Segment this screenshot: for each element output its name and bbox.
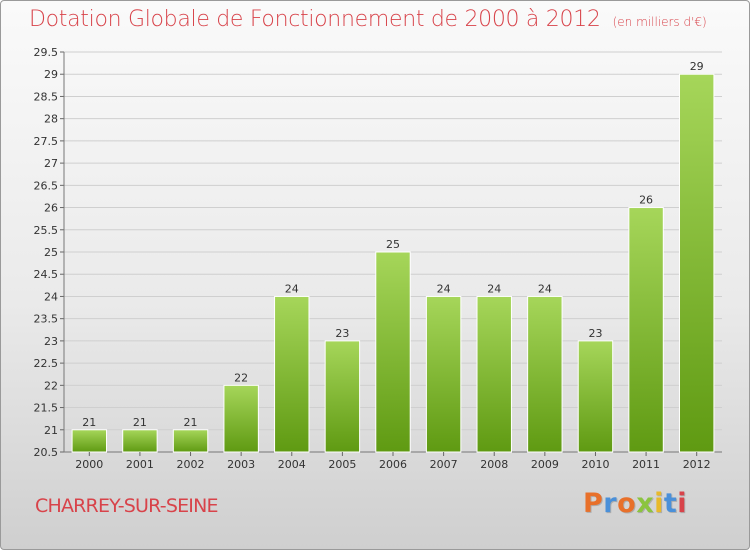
bar-2010: [577, 340, 614, 453]
bar-2011: [628, 207, 664, 453]
y-tick-label: 24: [44, 290, 58, 303]
y-tick-label: 28: [44, 113, 58, 126]
y-tick-label: 26: [44, 202, 58, 215]
y-tick-label: 27.5: [34, 135, 59, 148]
x-tick-label: 2002: [177, 458, 205, 471]
data-label-2011: 26: [639, 194, 653, 207]
y-tick-label: 26.5: [34, 179, 59, 192]
data-label-2010: 23: [588, 327, 602, 340]
bar-2008: [476, 295, 512, 453]
data-label-2012: 29: [690, 60, 704, 73]
bar-2004: [274, 295, 310, 453]
y-tick-label: 21.5: [34, 402, 59, 415]
x-tick-label: 2009: [531, 458, 559, 471]
y-tick-label: 23: [44, 335, 58, 348]
bar-2009: [527, 295, 563, 453]
bar-2000: [71, 429, 108, 453]
x-tick-label: 2007: [430, 458, 458, 471]
data-label-2001: 21: [133, 416, 147, 429]
data-label-2003: 22: [234, 371, 248, 384]
logo-letter: i: [654, 488, 664, 519]
data-label-2007: 24: [437, 282, 451, 295]
x-tick-label: 2010: [581, 458, 609, 471]
data-label-2002: 21: [184, 416, 198, 429]
x-tick-labels: 2000 2001 2002 2003 2004 2005 2006 2007 2008 2009…: [75, 452, 711, 471]
data-label-2004: 24: [285, 282, 299, 295]
logo-letter: t: [663, 488, 678, 519]
y-tick-label: 28.5: [34, 90, 59, 103]
y-tick-label: 22: [44, 379, 58, 392]
data-label-2005: 23: [335, 327, 349, 340]
bar-2003: [223, 384, 259, 453]
x-tick-label: 2008: [480, 458, 508, 471]
y-tick-label: 23.5: [34, 313, 59, 326]
bars: [71, 73, 715, 453]
bar-2007: [425, 295, 462, 453]
x-tick-label: 2000: [75, 458, 103, 471]
y-tick-label: 25.5: [34, 224, 59, 237]
y-tick-label: 22.5: [34, 357, 59, 370]
bar-2005: [324, 340, 361, 453]
y-tick-label: 27: [44, 157, 58, 170]
y-tick-label: 29: [44, 68, 58, 81]
y-tick-label: 21: [44, 424, 58, 437]
logo-letter: x: [636, 488, 655, 519]
logo-letter: P: [583, 488, 604, 519]
y-tick-labels: 20.5 21 21.5 22 22.5 23 23.5 24 24.5 25 25.5 26 26.5…: [34, 46, 59, 459]
logo-letter: o: [617, 488, 637, 519]
x-tick-label: 2012: [683, 458, 711, 471]
commune-name: CHARREY-SUR-SEINE: [35, 495, 219, 517]
x-tick-label: 2001: [126, 458, 154, 471]
data-labels: 21 21 21 22 24 23 25 24 24 24 23 26 29: [82, 60, 703, 429]
data-label-2008: 24: [487, 282, 501, 295]
bar-2002: [172, 429, 209, 453]
data-label-2006: 25: [386, 238, 400, 251]
x-tick-label: 2006: [379, 458, 407, 471]
data-label-2000: 21: [82, 416, 96, 429]
x-tick-label: 2005: [328, 458, 356, 471]
proxiti-logo[interactable]: Proxiti: [583, 488, 687, 519]
x-tick-label: 2004: [278, 458, 306, 471]
chart-title-text: Dotation Globale de Fonctionnement de 20…: [29, 7, 601, 32]
bar-2001: [122, 429, 158, 453]
data-label-2009: 24: [538, 282, 552, 295]
bar-2012: [678, 73, 715, 453]
logo-letter: i: [677, 488, 688, 519]
chart-title: Dotation Globale de Fonctionnement de 20…: [29, 7, 729, 32]
logo-letter: r: [603, 488, 618, 519]
x-tick-label: 2003: [227, 458, 255, 471]
bar-2006: [375, 251, 411, 453]
y-tick-label: 29.5: [34, 46, 59, 59]
x-tick-label: 2011: [632, 458, 660, 471]
y-tick-label: 20.5: [34, 446, 59, 459]
chart-subtitle: (en milliers d'€): [612, 15, 707, 29]
y-tick-label: 24.5: [34, 268, 59, 281]
y-tick-label: 25: [44, 246, 58, 259]
